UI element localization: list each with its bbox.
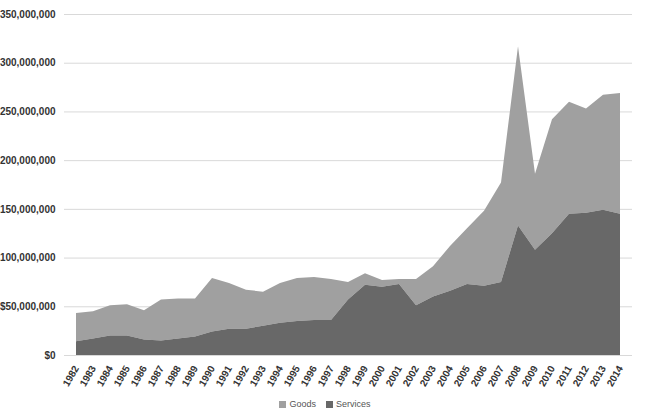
html-text:Goods: Goods [289,399,316,409]
svg-text:$300,000,000: $300,000,000 [0,57,56,68]
svg-text:1988: 1988 [162,363,183,388]
svg-text:1993: 1993 [247,363,268,388]
svg-text:2004: 2004 [434,363,455,388]
svg-text:1996: 1996 [298,363,319,388]
svg-text:1982: 1982 [60,363,81,388]
svg-text:1985: 1985 [111,363,132,388]
svg-text:$350,000,000: $350,000,000 [0,9,56,20]
svg-text:1992: 1992 [230,363,251,388]
svg-text:2014: 2014 [604,363,625,388]
svg-text:1995: 1995 [281,363,302,388]
svg-text:2003: 2003 [417,363,438,388]
svg-text:$100,000,000: $100,000,000 [0,252,56,263]
svg-text:2000: 2000 [366,363,387,388]
svg-text:2006: 2006 [468,363,489,388]
svg-text:1989: 1989 [179,363,200,388]
svg-text:2011: 2011 [553,363,574,388]
svg-text:2013: 2013 [587,363,608,388]
svg-text:1999: 1999 [349,363,370,388]
svg-text:1983: 1983 [77,363,98,388]
svg-text:2012: 2012 [570,363,591,388]
svg-text:$150,000,000: $150,000,000 [0,204,56,215]
svg-text:$250,000,000: $250,000,000 [0,106,56,117]
svg-text:1994: 1994 [264,363,285,388]
svg-text:1990: 1990 [196,363,217,388]
svg-text:1998: 1998 [332,363,353,388]
svg-text:$0: $0 [44,350,56,361]
svg-text:1997: 1997 [315,363,336,388]
svg-text:$200,000,000: $200,000,000 [0,155,56,166]
svg-text:2010: 2010 [536,363,557,388]
svg-text:2007: 2007 [485,363,506,388]
svg-text:1987: 1987 [145,363,166,388]
svg-text:2009: 2009 [519,363,540,388]
html-text:Services: Services [336,399,371,409]
svg-text:2002: 2002 [400,363,421,388]
svg-text:1984: 1984 [94,363,115,388]
svg-text:1991: 1991 [213,363,234,388]
svg-text:2001: 2001 [383,363,404,388]
svg-text:2005: 2005 [451,363,472,388]
svg-text:$50,000,000: $50,000,000 [0,301,56,312]
svg-text:1986: 1986 [128,363,149,388]
svg-text:2008: 2008 [502,363,523,388]
